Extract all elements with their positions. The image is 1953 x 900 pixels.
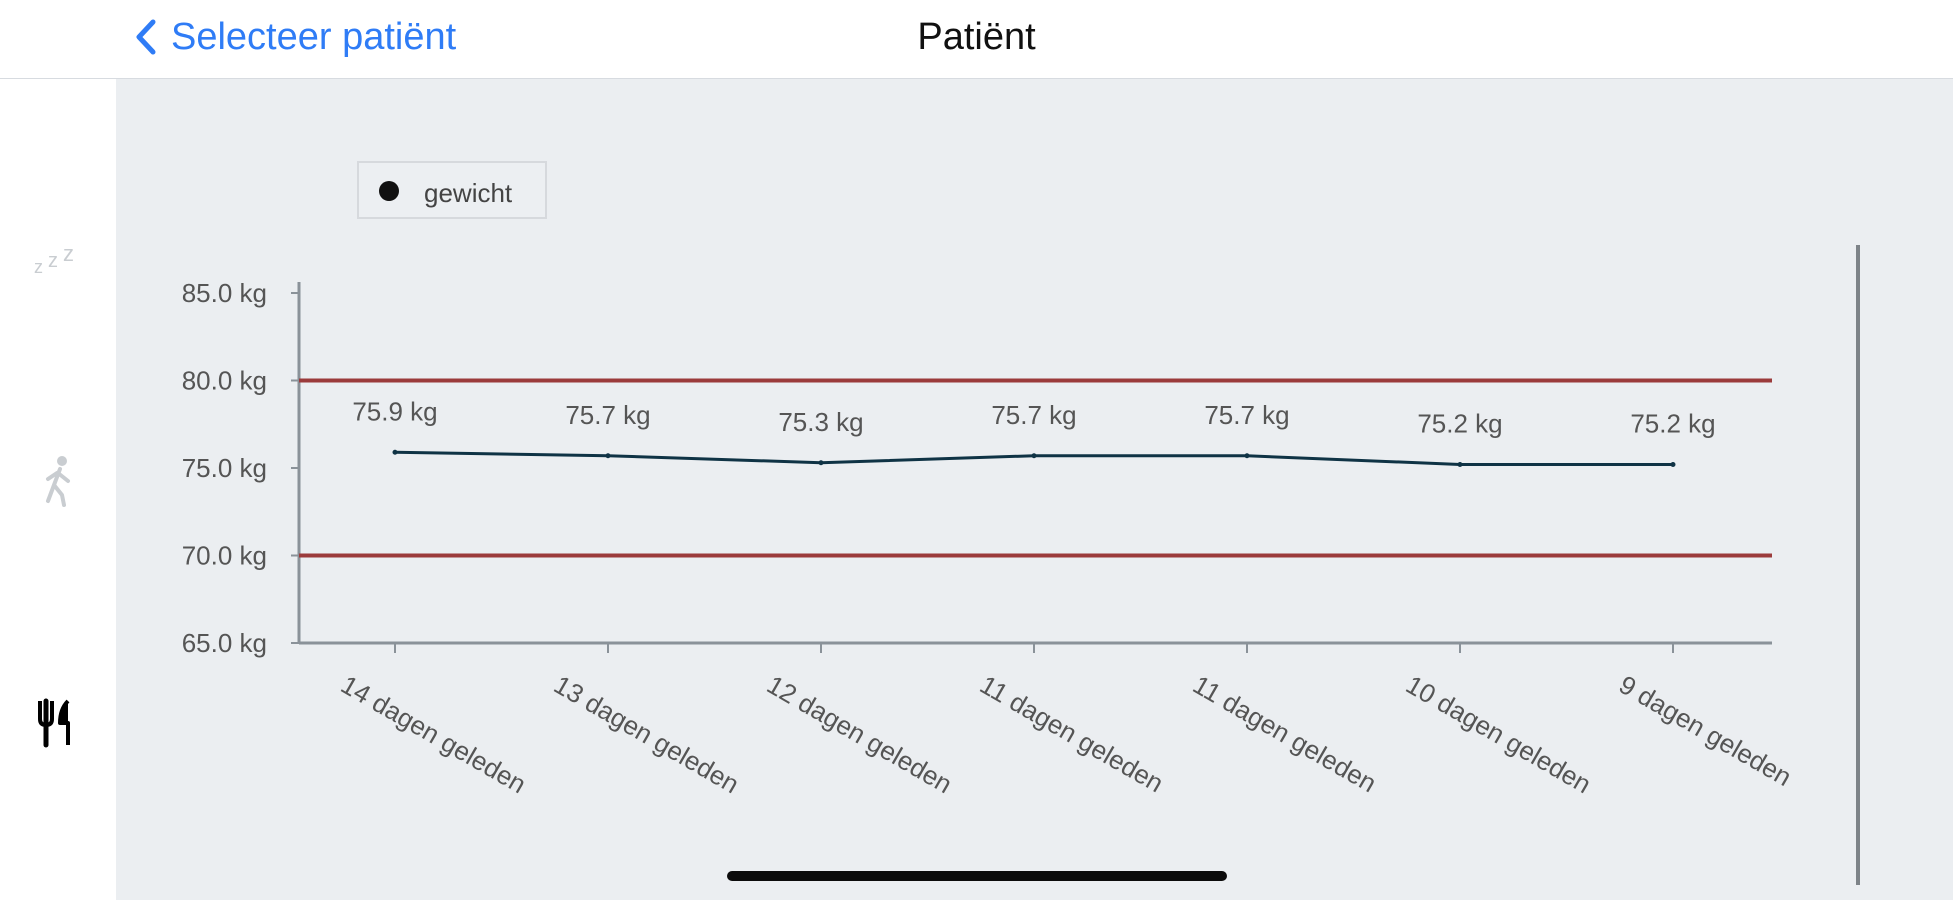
legend-marker: [379, 181, 399, 201]
y-tick-label: 75.0 kg: [182, 453, 267, 483]
scroll-divider[interactable]: [1856, 245, 1860, 885]
data-label: 75.7 kg: [565, 400, 650, 430]
x-tick-label: 13 dagen geleden: [549, 669, 744, 799]
data-label: 75.9 kg: [352, 396, 437, 426]
data-point: [818, 460, 824, 466]
x-tick-label: 10 dagen geleden: [1401, 669, 1596, 799]
data-label: 75.7 kg: [991, 400, 1076, 430]
x-tick-label: 9 dagen geleden: [1614, 669, 1797, 792]
sleep-icon[interactable]: z z z: [28, 225, 88, 285]
data-point: [1031, 453, 1037, 459]
x-tick-label: 11 dagen geleden: [1188, 669, 1382, 798]
svg-text:z: z: [63, 241, 74, 266]
data-point: [1457, 462, 1463, 467]
chart-legend: gewicht: [357, 161, 547, 219]
data-label: 75.3 kg: [778, 407, 863, 437]
sidebar: z z z: [0, 79, 116, 900]
x-tick-label: 11 dagen geleden: [975, 669, 1169, 798]
page-title: Patiënt: [917, 16, 1036, 58]
chevron-left-icon: [136, 19, 156, 55]
svg-text:z: z: [34, 257, 43, 277]
data-label: 75.2 kg: [1630, 409, 1715, 439]
data-label: 75.7 kg: [1204, 400, 1289, 430]
back-button[interactable]: Selecteer patiënt: [135, 12, 456, 62]
data-point: [392, 449, 398, 455]
data-point: [605, 453, 611, 459]
y-tick-label: 70.0 kg: [182, 541, 267, 571]
home-indicator[interactable]: [727, 871, 1227, 881]
navigation-bar: Selecteer patiënt Patiënt: [0, 0, 1953, 79]
walking-icon[interactable]: [28, 451, 88, 511]
svg-text:z: z: [48, 250, 58, 272]
x-tick-label: 12 dagen geleden: [762, 669, 957, 799]
data-point: [1670, 462, 1676, 467]
data-point: [1244, 453, 1250, 459]
x-tick-label: 14 dagen geleden: [336, 669, 531, 799]
y-tick-label: 80.0 kg: [182, 366, 267, 396]
y-tick-label: 65.0 kg: [182, 628, 267, 658]
back-button-label: Selecteer patiënt: [171, 15, 457, 58]
legend-label: gewicht: [424, 178, 513, 208]
data-label: 75.2 kg: [1417, 409, 1502, 439]
y-tick-label: 85.0 kg: [182, 278, 267, 308]
fork-knife-icon[interactable]: [28, 693, 88, 753]
